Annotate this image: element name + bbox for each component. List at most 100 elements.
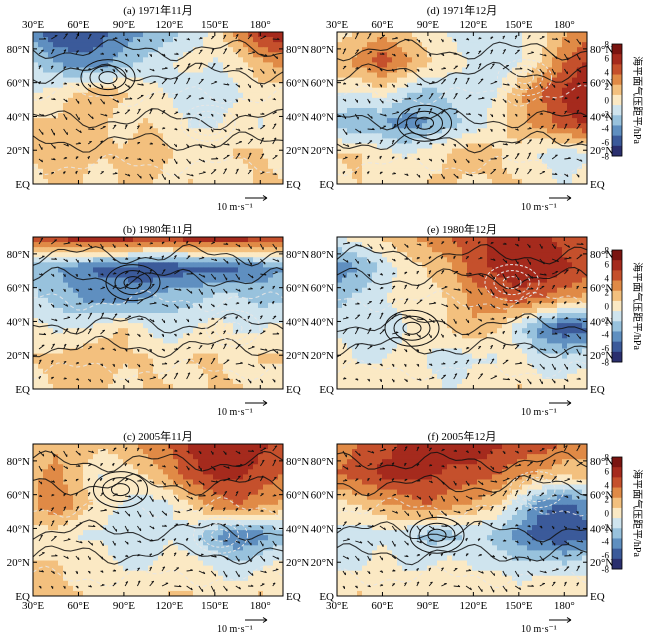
anomaly-cell bbox=[68, 52, 74, 58]
anomaly-cell bbox=[83, 459, 89, 465]
anomaly-cell bbox=[88, 62, 94, 69]
anomaly-cell bbox=[173, 459, 179, 465]
anomaly-cell bbox=[278, 102, 283, 109]
anomaly-cell bbox=[263, 277, 269, 284]
anomaly-cell bbox=[148, 545, 154, 551]
anomaly-cell bbox=[168, 535, 174, 541]
anomaly-cell bbox=[233, 378, 239, 385]
anomaly-cell bbox=[253, 108, 259, 114]
anomaly-cell bbox=[53, 102, 59, 109]
anomaly-cell bbox=[208, 328, 214, 334]
anomaly-cell bbox=[108, 292, 114, 299]
anomaly-cell bbox=[138, 444, 144, 450]
anomaly-cell bbox=[123, 97, 129, 104]
wind-arrow-head bbox=[88, 33, 92, 36]
anomaly-cell bbox=[48, 252, 54, 258]
anomaly-cell bbox=[223, 77, 229, 84]
anomaly-cell bbox=[128, 378, 134, 385]
anomaly-cell bbox=[223, 535, 229, 541]
anomaly-cell bbox=[158, 168, 164, 175]
anomaly-cell bbox=[118, 338, 124, 344]
anomaly-cell bbox=[123, 163, 129, 170]
anomaly-cell bbox=[253, 368, 259, 375]
anomaly-cell bbox=[208, 449, 214, 455]
anomaly-cell bbox=[58, 509, 64, 516]
anomaly-cell bbox=[168, 32, 174, 38]
wind-arrow-head bbox=[265, 348, 268, 351]
anomaly-cell bbox=[198, 178, 204, 184]
anomaly-cell bbox=[63, 343, 69, 350]
anomaly-cell bbox=[88, 353, 94, 360]
anomaly-cell bbox=[243, 82, 249, 89]
anomaly-cell bbox=[228, 358, 234, 365]
anomaly-cell bbox=[58, 42, 64, 48]
anomaly-cell bbox=[183, 173, 189, 180]
anomaly-cell bbox=[43, 479, 49, 486]
anomaly-cell bbox=[73, 368, 79, 375]
anomaly-cell bbox=[193, 348, 199, 355]
anomaly-cell bbox=[68, 153, 74, 160]
reference-vector-label: 10 m·s⁻¹ bbox=[217, 202, 253, 213]
anomaly-cell bbox=[193, 143, 199, 150]
anomaly-cell bbox=[88, 499, 94, 506]
wind-arrow-head bbox=[238, 84, 241, 88]
anomaly-cell bbox=[178, 272, 184, 279]
anomaly-cell bbox=[68, 168, 74, 175]
anomaly-cell bbox=[228, 444, 234, 450]
anomaly-cell bbox=[73, 102, 79, 109]
anomaly-cell bbox=[128, 520, 134, 526]
anomaly-cell bbox=[83, 474, 89, 481]
anomaly-cell bbox=[183, 128, 189, 134]
wind-arrow-head bbox=[175, 38, 177, 42]
anomaly-cell bbox=[208, 257, 214, 263]
anomaly-cell bbox=[88, 47, 94, 53]
wind-arrow-head bbox=[161, 255, 164, 258]
anomaly-cell bbox=[228, 484, 234, 491]
anomaly-cell bbox=[113, 353, 119, 360]
anomaly-cell bbox=[48, 535, 54, 541]
anomaly-cell bbox=[263, 67, 269, 74]
anomaly-cell bbox=[168, 72, 174, 79]
anomaly-cell bbox=[168, 449, 174, 455]
anomaly-cell bbox=[243, 108, 249, 114]
anomaly-cell bbox=[243, 123, 249, 129]
anomaly-cell bbox=[273, 133, 279, 139]
anomaly-cell bbox=[118, 282, 124, 289]
anomaly-cell bbox=[163, 535, 169, 541]
x-tick-label-top: 90°E bbox=[113, 19, 135, 31]
anomaly-cell bbox=[123, 313, 129, 319]
anomaly-cell bbox=[268, 514, 274, 521]
anomaly-cell bbox=[278, 133, 283, 139]
wind-arrow bbox=[247, 258, 252, 266]
anomaly-cell bbox=[193, 57, 199, 63]
anomaly-cell bbox=[153, 37, 159, 43]
wind-arrow-head bbox=[91, 245, 93, 249]
anomaly-cell bbox=[238, 72, 244, 79]
anomaly-cell bbox=[158, 102, 164, 109]
wind-arrow-head bbox=[52, 343, 55, 346]
anomaly-cell bbox=[223, 242, 229, 248]
anomaly-cell bbox=[93, 550, 99, 557]
anomaly-cell bbox=[53, 297, 59, 304]
y-tick-label-left: 60°N bbox=[7, 78, 30, 90]
anomaly-cell bbox=[178, 52, 184, 58]
anomaly-cell bbox=[68, 338, 74, 344]
anomaly-cell bbox=[258, 148, 264, 155]
anomaly-cell bbox=[213, 444, 219, 450]
anomaly-cell bbox=[188, 545, 194, 551]
anomaly-cell bbox=[38, 525, 44, 531]
anomaly-cell bbox=[278, 318, 283, 324]
anomaly-cell bbox=[278, 368, 283, 375]
anomaly-cell bbox=[58, 307, 64, 314]
anomaly-cell bbox=[188, 530, 194, 536]
wind-arrow-head bbox=[276, 56, 279, 59]
anomaly-cell bbox=[133, 318, 139, 324]
anomaly-cell bbox=[203, 272, 209, 279]
wind-arrow bbox=[272, 348, 279, 354]
anomaly-cell bbox=[233, 292, 239, 299]
anomaly-cell bbox=[278, 272, 283, 279]
anomaly-cell bbox=[83, 262, 89, 268]
anomaly-cell bbox=[103, 242, 109, 248]
anomaly-cell bbox=[218, 92, 224, 99]
anomaly-cell bbox=[63, 297, 69, 304]
